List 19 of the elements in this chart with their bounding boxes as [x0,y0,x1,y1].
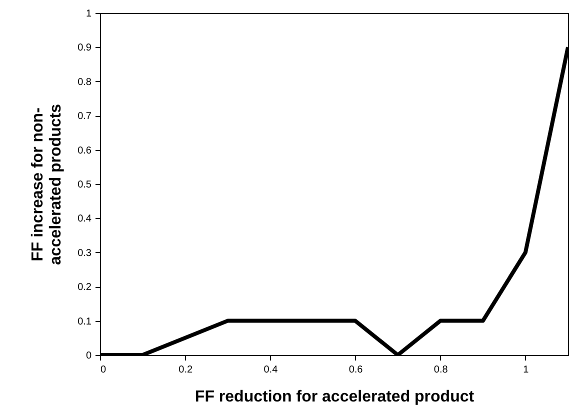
y-tick-label: 0.6 [78,145,92,156]
y-tick-label: 1 [86,8,92,20]
y-tick-label: 0.3 [78,248,92,259]
x-tick-label: 0.2 [178,364,193,376]
y-tick-label: 0.9 [78,42,92,54]
x-tick-label: 0 [100,364,106,376]
y-tick-label: 0 [86,350,92,362]
x-tick-label: 1 [523,364,530,376]
y-tick-label: 0.4 [78,214,92,225]
y-tick-label: 0.1 [78,316,92,328]
y-tick-label: 0.7 [78,111,92,122]
x-tick-label: 0.8 [434,364,448,376]
y-tick-label: 0.5 [78,180,92,190]
x-axis-title: FF reduction for accelerated product [194,388,475,406]
x-tick-label: 0.6 [348,364,364,376]
y-tick-label: 0.8 [78,76,92,88]
y-tick-label: 0.2 [78,282,92,294]
x-tick-label: 0.4 [264,364,278,376]
y-axis-title: FF increase for non-accelerated products [30,104,65,265]
